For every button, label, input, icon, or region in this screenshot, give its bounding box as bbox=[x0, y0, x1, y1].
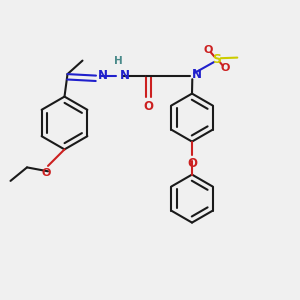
Text: O: O bbox=[143, 100, 153, 113]
Text: N: N bbox=[98, 68, 107, 82]
Text: S: S bbox=[212, 52, 221, 66]
Text: O: O bbox=[187, 157, 197, 169]
Text: N: N bbox=[120, 68, 130, 82]
Text: N: N bbox=[192, 68, 202, 81]
Text: O: O bbox=[220, 63, 230, 73]
Text: O: O bbox=[42, 168, 51, 178]
Text: O: O bbox=[204, 45, 213, 55]
Text: H: H bbox=[114, 56, 123, 66]
